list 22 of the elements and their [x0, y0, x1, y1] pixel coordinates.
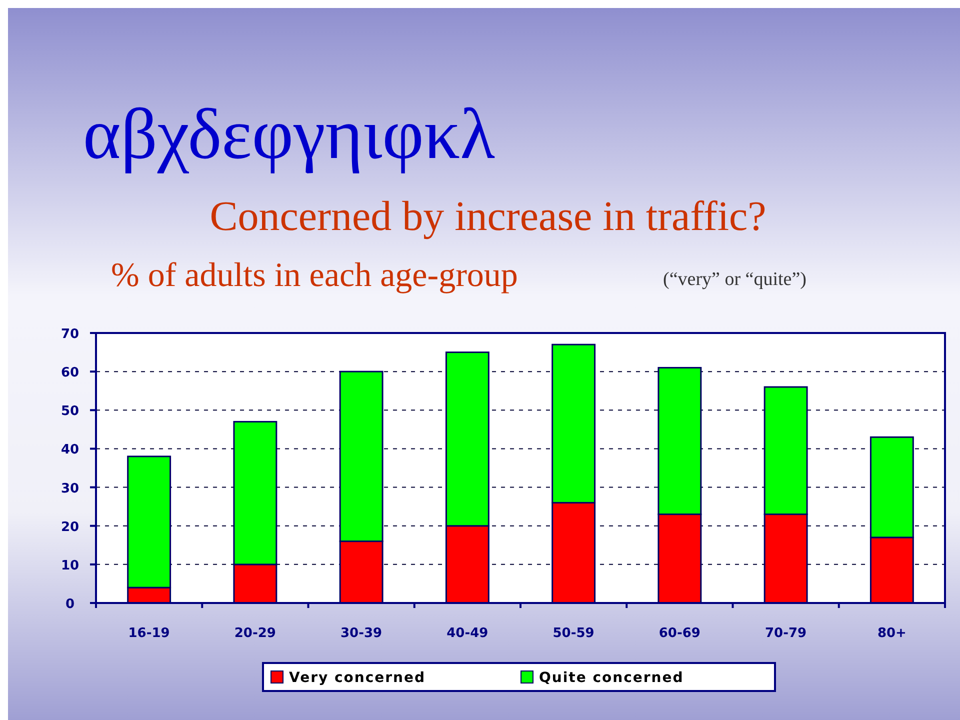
legend-label: Very concerned	[289, 670, 426, 686]
text: (“very” or “quite”)	[663, 269, 806, 290]
y-tick-label: 20	[60, 520, 80, 535]
x-tick-label: 16-19	[128, 626, 170, 641]
y-tick-label: 50	[60, 404, 80, 420]
x-tick-label: 20-29	[234, 626, 276, 641]
y-tick-label: 40	[60, 442, 80, 458]
y-tick-label: 10	[60, 558, 80, 574]
y-tick-label: 30	[60, 481, 80, 496]
text: αβχδεφγηιφκλ	[83, 94, 496, 174]
x-tick-label: 80+	[877, 626, 906, 641]
x-tick-label: 50-59	[552, 626, 594, 641]
x-tick-label: 60-69	[658, 626, 700, 641]
x-tick-label: 70-79	[765, 626, 807, 641]
chart-subtitle: % of adults in each age-group	[111, 257, 518, 294]
legend-label: Quite concerned	[539, 670, 684, 686]
y-tick-label: 60	[60, 366, 80, 381]
x-tick-label: 30-39	[340, 626, 382, 641]
x-tick-label: 40-49	[446, 626, 488, 641]
y-tick-label: 70	[60, 327, 80, 342]
y-tick-label: 0	[65, 597, 75, 612]
chart-title: Concerned by increase in traffic?	[210, 194, 766, 240]
